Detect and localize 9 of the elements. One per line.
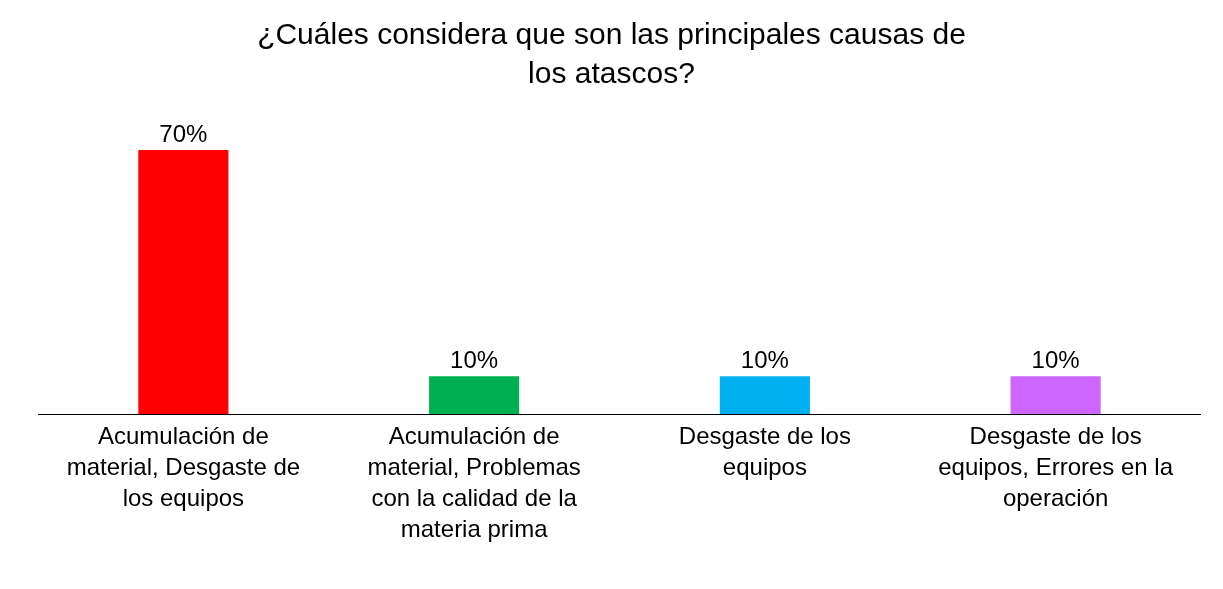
data-label: 10% bbox=[1031, 346, 1080, 374]
x-tick-label: Acumulación de material, Problemas con la calidad de la materia prima bbox=[367, 421, 581, 543]
x-tick-label: Desgaste de los equipos, Errores en la operación bbox=[938, 421, 1174, 512]
x-tick-label: Desgaste de los equipos bbox=[678, 421, 851, 480]
data-label: 10% bbox=[740, 346, 789, 374]
data-label: 10% bbox=[450, 346, 499, 374]
x-tick-label: Acumulación de material, Desgaste de los equipos bbox=[66, 421, 301, 512]
data-label: 70% bbox=[159, 120, 208, 147]
chart-title: ¿Cuáles considera que son las principales causas de los atascos? bbox=[257, 17, 966, 90]
